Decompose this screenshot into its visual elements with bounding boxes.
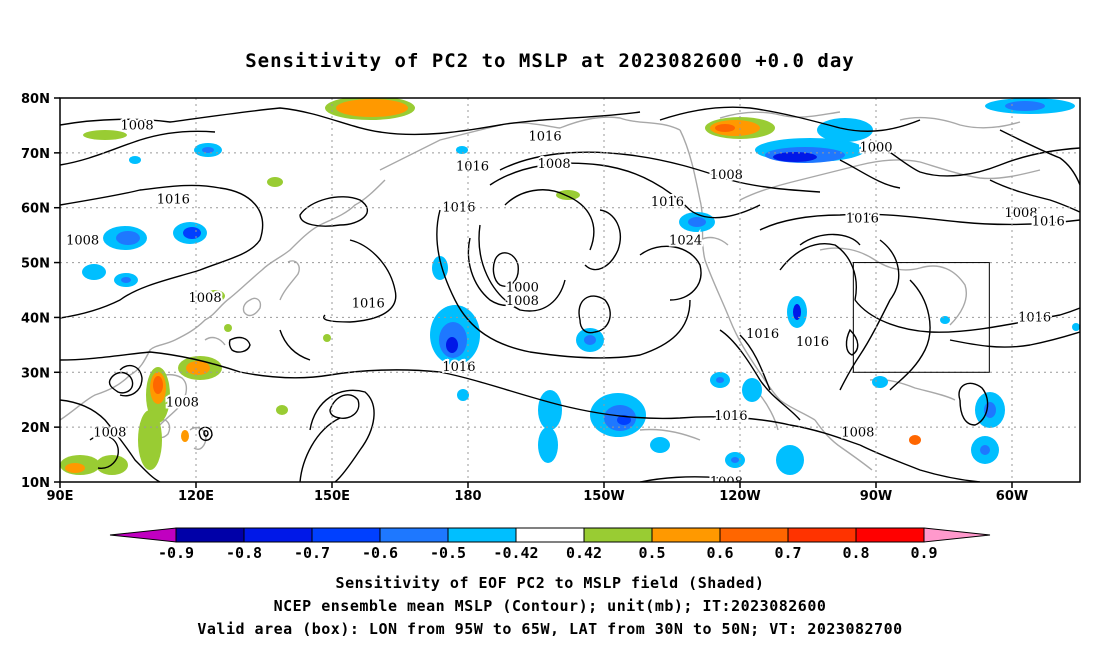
lat-tick-label: 10N [21, 476, 50, 491]
colorbar-swatch [243, 527, 313, 543]
contour-label: 1016 [796, 335, 829, 350]
colorbar-label: -0.42 [493, 544, 538, 562]
contour-label: 1008 [710, 168, 743, 183]
colorbar-swatch [651, 527, 721, 543]
lon-tick-label: 180 [454, 489, 481, 504]
valid-area-box [852, 262, 990, 373]
contour-label: 1016 [529, 129, 562, 144]
lon-tick-label: 120E [178, 489, 214, 504]
lat-tick-label: 30N [21, 366, 50, 381]
contour-label: 1008 [121, 118, 154, 133]
colorbar-label: -0.5 [430, 544, 466, 562]
contour-label: 1016 [352, 297, 385, 312]
contour-label: 1024 [669, 234, 702, 249]
contour-label: 1016 [714, 409, 747, 424]
plot-area [60, 98, 1080, 482]
colorbar-label: -0.7 [294, 544, 330, 562]
contour-label: 1008 [538, 157, 571, 172]
colorbar-label: -0.9 [158, 544, 194, 562]
colorbar: -0.9 -0.8 -0.7 -0.6 -0.5 -0.42 0.42 0.5 0.6 0.7 0.… [109, 527, 991, 562]
gridlines [60, 98, 1080, 482]
colorbar-swatch [583, 527, 653, 543]
contour-label: 1016 [1032, 214, 1065, 229]
colorbar-low-triangle [109, 527, 177, 543]
colorbar-swatch [447, 527, 517, 543]
contour-label: 1016 [846, 212, 879, 227]
colorbar-label: 0.9 [910, 544, 937, 562]
contour-label: 1008 [506, 294, 539, 309]
contour-label: 1016 [442, 360, 475, 375]
lon-tick-label: 150E [314, 489, 350, 504]
contour-label: 1016 [157, 192, 190, 207]
colorbar-label: -0.8 [226, 544, 262, 562]
lat-tick-label: 20N [21, 421, 50, 436]
contour-label: 1016 [651, 195, 684, 210]
lat-tick-label: 50N [21, 257, 50, 272]
lon-tick-label: 90W [860, 489, 892, 504]
contour-label: 1008 [93, 426, 126, 441]
colorbar-label: 0.8 [842, 544, 869, 562]
contour-label: 1016 [1018, 310, 1051, 325]
colorbar-label: -0.6 [362, 544, 398, 562]
lat-tick-label: 80N [21, 92, 50, 107]
colorbar-label: 0.42 [566, 544, 602, 562]
plot-frame [59, 97, 1081, 483]
contour-label: 1008 [166, 395, 199, 410]
contour-label: 1000 [506, 280, 539, 295]
contour-label: 1008 [66, 234, 99, 249]
caption-line-3: Valid area (box): LON from 95W to 65W, L… [197, 620, 903, 638]
lon-tick-label: 60W [996, 489, 1028, 504]
colorbar-swatch [719, 527, 789, 543]
contour-label: 1008 [841, 426, 874, 441]
contour-label: 1016 [456, 160, 489, 175]
contour-label: 1008 [710, 475, 743, 490]
lon-tick-label: 150W [583, 489, 624, 504]
colorbar-swatch [311, 527, 381, 543]
longitude-axis: 90E 120E 150E 180 150W 120W 90W 60W [47, 482, 1028, 504]
colorbar-label: 0.6 [706, 544, 733, 562]
colorbar-swatch [787, 527, 857, 543]
caption-line-1: Sensitivity of EOF PC2 to MSLP field (Sh… [335, 574, 765, 592]
map-title: Sensitivity of PC2 to MSLP at 2023082600… [245, 50, 855, 72]
contour-label: 1008 [189, 291, 222, 306]
contour-label: 1016 [442, 201, 475, 216]
colorbar-high-triangle [923, 527, 991, 543]
latitude-axis: 10N 20N 30N 40N 50N 60N 70N 80N [21, 92, 60, 491]
colorbar-swatch [515, 527, 585, 543]
lon-tick-label: 90E [47, 489, 74, 504]
colorbar-swatch [855, 527, 925, 543]
lat-tick-label: 60N [21, 202, 50, 217]
colorbar-label: 0.7 [774, 544, 801, 562]
lon-tick-label: 120W [719, 489, 760, 504]
colorbar-label: 0.5 [638, 544, 665, 562]
lat-tick-label: 70N [21, 147, 50, 162]
lat-tick-label: 40N [21, 311, 50, 326]
colorbar-swatch [379, 527, 449, 543]
caption-line-2: NCEP ensemble mean MSLP (Contour); unit(… [273, 597, 827, 615]
colorbar-swatch [175, 527, 245, 543]
contour-label: 1016 [746, 327, 779, 342]
contour-labels: 1008 1016 1008 1016 1008 1016 1016 1016 1000 1016… [64, 116, 1067, 490]
